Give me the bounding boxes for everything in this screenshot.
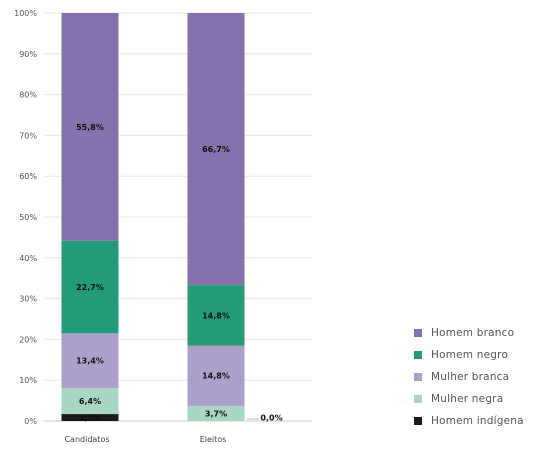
bar-segment <box>187 345 245 406</box>
legend-swatch <box>414 351 422 359</box>
y-tick-label: 90% <box>19 50 37 59</box>
legend-label: Homem negro <box>431 349 509 361</box>
bar-segment <box>61 414 119 421</box>
legend-swatch <box>414 373 422 381</box>
legend-label: Mulher branca <box>431 371 510 383</box>
data-label: 55,8% <box>76 123 104 132</box>
data-label: 22,7% <box>76 283 104 292</box>
bar-segment <box>187 285 245 346</box>
data-label: 14,8% <box>202 372 230 381</box>
y-tick-label: 30% <box>19 295 37 304</box>
data-label: 3,7% <box>205 409 227 418</box>
bar-segment <box>187 13 245 286</box>
data-label: 13,4% <box>76 357 104 366</box>
legend-item: Mulher negra <box>414 388 524 410</box>
chart-legend: Homem branco Homem negro Mulher branca Mulh… <box>414 322 524 432</box>
y-tick-label: 10% <box>19 376 37 385</box>
y-tick-label: 40% <box>19 254 37 263</box>
bar-segment <box>61 13 119 241</box>
data-label: 0,0% <box>260 414 282 423</box>
legend-item: Homem branco <box>414 322 524 344</box>
legend-item: Homem negro <box>414 344 524 366</box>
legend-item: Mulher branca <box>414 366 524 388</box>
bar-segment <box>187 405 245 421</box>
x-tick-label: Candidatos <box>64 435 109 444</box>
y-tick-label: 100% <box>14 9 37 18</box>
legend-swatch <box>414 329 422 337</box>
legend-label: Homem branco <box>431 327 515 339</box>
x-tick-label: Eleitos <box>200 435 227 444</box>
legend-item: Homem indígena <box>414 410 524 432</box>
y-tick-label: 0% <box>24 417 37 426</box>
y-tick-label: 50% <box>19 213 37 222</box>
data-label: 6,4% <box>79 397 101 406</box>
data-label: 1,7% <box>79 414 101 423</box>
y-tick-label: 70% <box>19 131 37 140</box>
legend-label: Mulher negra <box>431 393 504 405</box>
legend-swatch <box>414 417 422 425</box>
legend-swatch <box>414 395 422 403</box>
bar-segment <box>61 240 119 334</box>
data-label: 66,7% <box>202 145 230 154</box>
data-label: 14,8% <box>202 311 230 320</box>
y-tick-label: 60% <box>19 172 37 181</box>
legend-label: Homem indígena <box>431 415 524 427</box>
bar-segment <box>61 387 119 415</box>
y-tick-label: 80% <box>19 91 37 100</box>
bar-segment <box>61 333 119 388</box>
y-tick-label: 20% <box>19 335 37 344</box>
